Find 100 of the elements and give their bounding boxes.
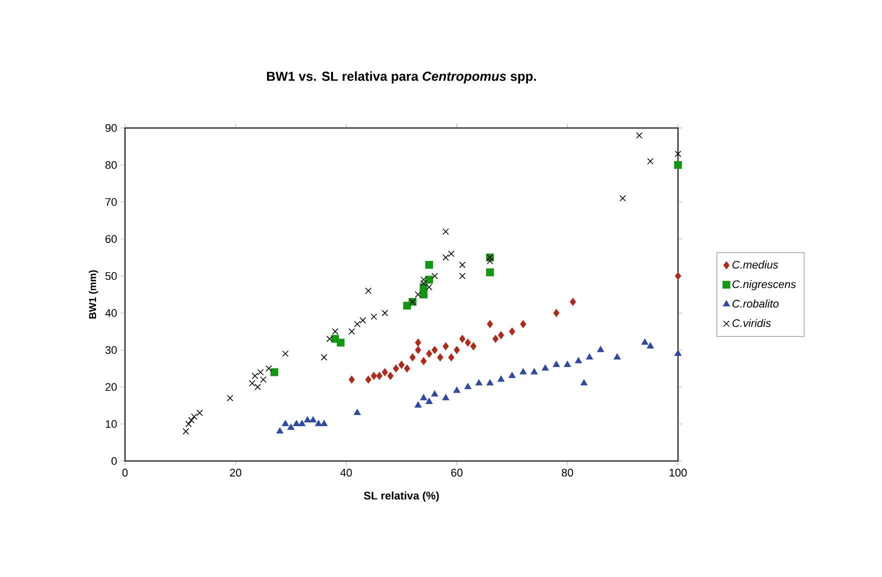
point	[437, 353, 444, 362]
y-tick-label: 10	[106, 420, 117, 428]
point	[459, 262, 466, 268]
point	[404, 364, 410, 372]
point	[370, 313, 378, 320]
point	[470, 342, 476, 350]
point	[276, 427, 284, 434]
point	[348, 376, 355, 384]
legend-label: C.robalito	[732, 299, 779, 308]
point	[641, 338, 648, 345]
point	[492, 334, 499, 343]
point	[674, 272, 682, 280]
point	[266, 365, 272, 372]
point	[431, 272, 438, 280]
legend-label: C.medius	[732, 260, 778, 269]
point	[332, 328, 338, 335]
point	[415, 338, 422, 346]
point	[382, 310, 388, 316]
point	[442, 394, 450, 400]
point	[508, 372, 516, 378]
point	[282, 350, 289, 357]
point	[426, 350, 432, 358]
point	[459, 334, 466, 343]
point	[498, 376, 504, 382]
point	[398, 360, 405, 369]
point	[498, 331, 504, 340]
x-axis-title: SL relativa (%)	[364, 491, 439, 502]
point	[336, 338, 345, 346]
point	[553, 309, 560, 317]
point	[453, 386, 460, 393]
y-tick-label: 70	[106, 198, 117, 206]
point	[420, 280, 427, 287]
chart-title: BW1 vs. SL relativa para Centropomus spp.	[267, 71, 536, 84]
point	[420, 276, 427, 283]
point	[320, 420, 328, 426]
point	[226, 394, 234, 402]
point	[552, 360, 560, 367]
point	[414, 291, 422, 298]
point	[185, 420, 192, 428]
x-tick-label: 100	[670, 468, 687, 477]
point	[448, 353, 454, 362]
point	[420, 290, 428, 298]
point	[287, 424, 294, 430]
point	[257, 368, 264, 376]
point	[376, 372, 382, 380]
point	[190, 413, 198, 420]
point	[464, 383, 472, 390]
y-tick-label: 0	[112, 457, 117, 465]
point	[442, 342, 449, 350]
point	[260, 376, 266, 383]
x-tick-label: 60	[451, 468, 462, 477]
point	[354, 408, 361, 416]
x-tick-label: 20	[230, 468, 242, 477]
point	[636, 132, 643, 139]
point	[365, 376, 372, 384]
point	[442, 228, 449, 235]
point	[420, 357, 427, 365]
point	[575, 357, 582, 364]
point	[310, 416, 316, 422]
y-tick-label: 80	[105, 161, 117, 169]
y-axis-title: BW1 (mm)	[88, 270, 98, 319]
point	[326, 336, 333, 342]
point	[370, 372, 377, 380]
point	[570, 298, 576, 306]
y-tick-label: 50	[105, 272, 117, 280]
point	[486, 320, 494, 328]
x-tick-label: 0	[122, 468, 128, 477]
point	[270, 368, 278, 376]
point	[414, 402, 422, 408]
point	[646, 342, 654, 348]
point	[293, 420, 300, 426]
point	[320, 354, 328, 361]
legend-label: C.nigrescens	[732, 280, 796, 290]
point	[564, 360, 571, 367]
point	[426, 284, 432, 290]
point	[431, 390, 438, 397]
point	[542, 364, 549, 371]
point	[360, 317, 366, 324]
point	[252, 372, 258, 380]
point	[464, 338, 471, 346]
point	[387, 372, 394, 380]
point	[486, 379, 494, 386]
point	[304, 416, 311, 422]
point	[348, 328, 355, 335]
point	[674, 161, 682, 169]
point	[674, 350, 682, 356]
point	[475, 379, 482, 386]
point	[454, 346, 460, 354]
point	[298, 420, 306, 426]
point	[448, 250, 455, 258]
point	[586, 353, 593, 360]
point	[365, 288, 372, 294]
y-tick-label: 30	[105, 346, 117, 354]
point	[282, 420, 289, 426]
x-tick-label: 80	[562, 468, 574, 477]
point	[597, 346, 604, 352]
x-tick-label: 40	[340, 468, 352, 477]
point	[254, 384, 261, 390]
point	[486, 258, 494, 264]
point	[425, 260, 434, 269]
